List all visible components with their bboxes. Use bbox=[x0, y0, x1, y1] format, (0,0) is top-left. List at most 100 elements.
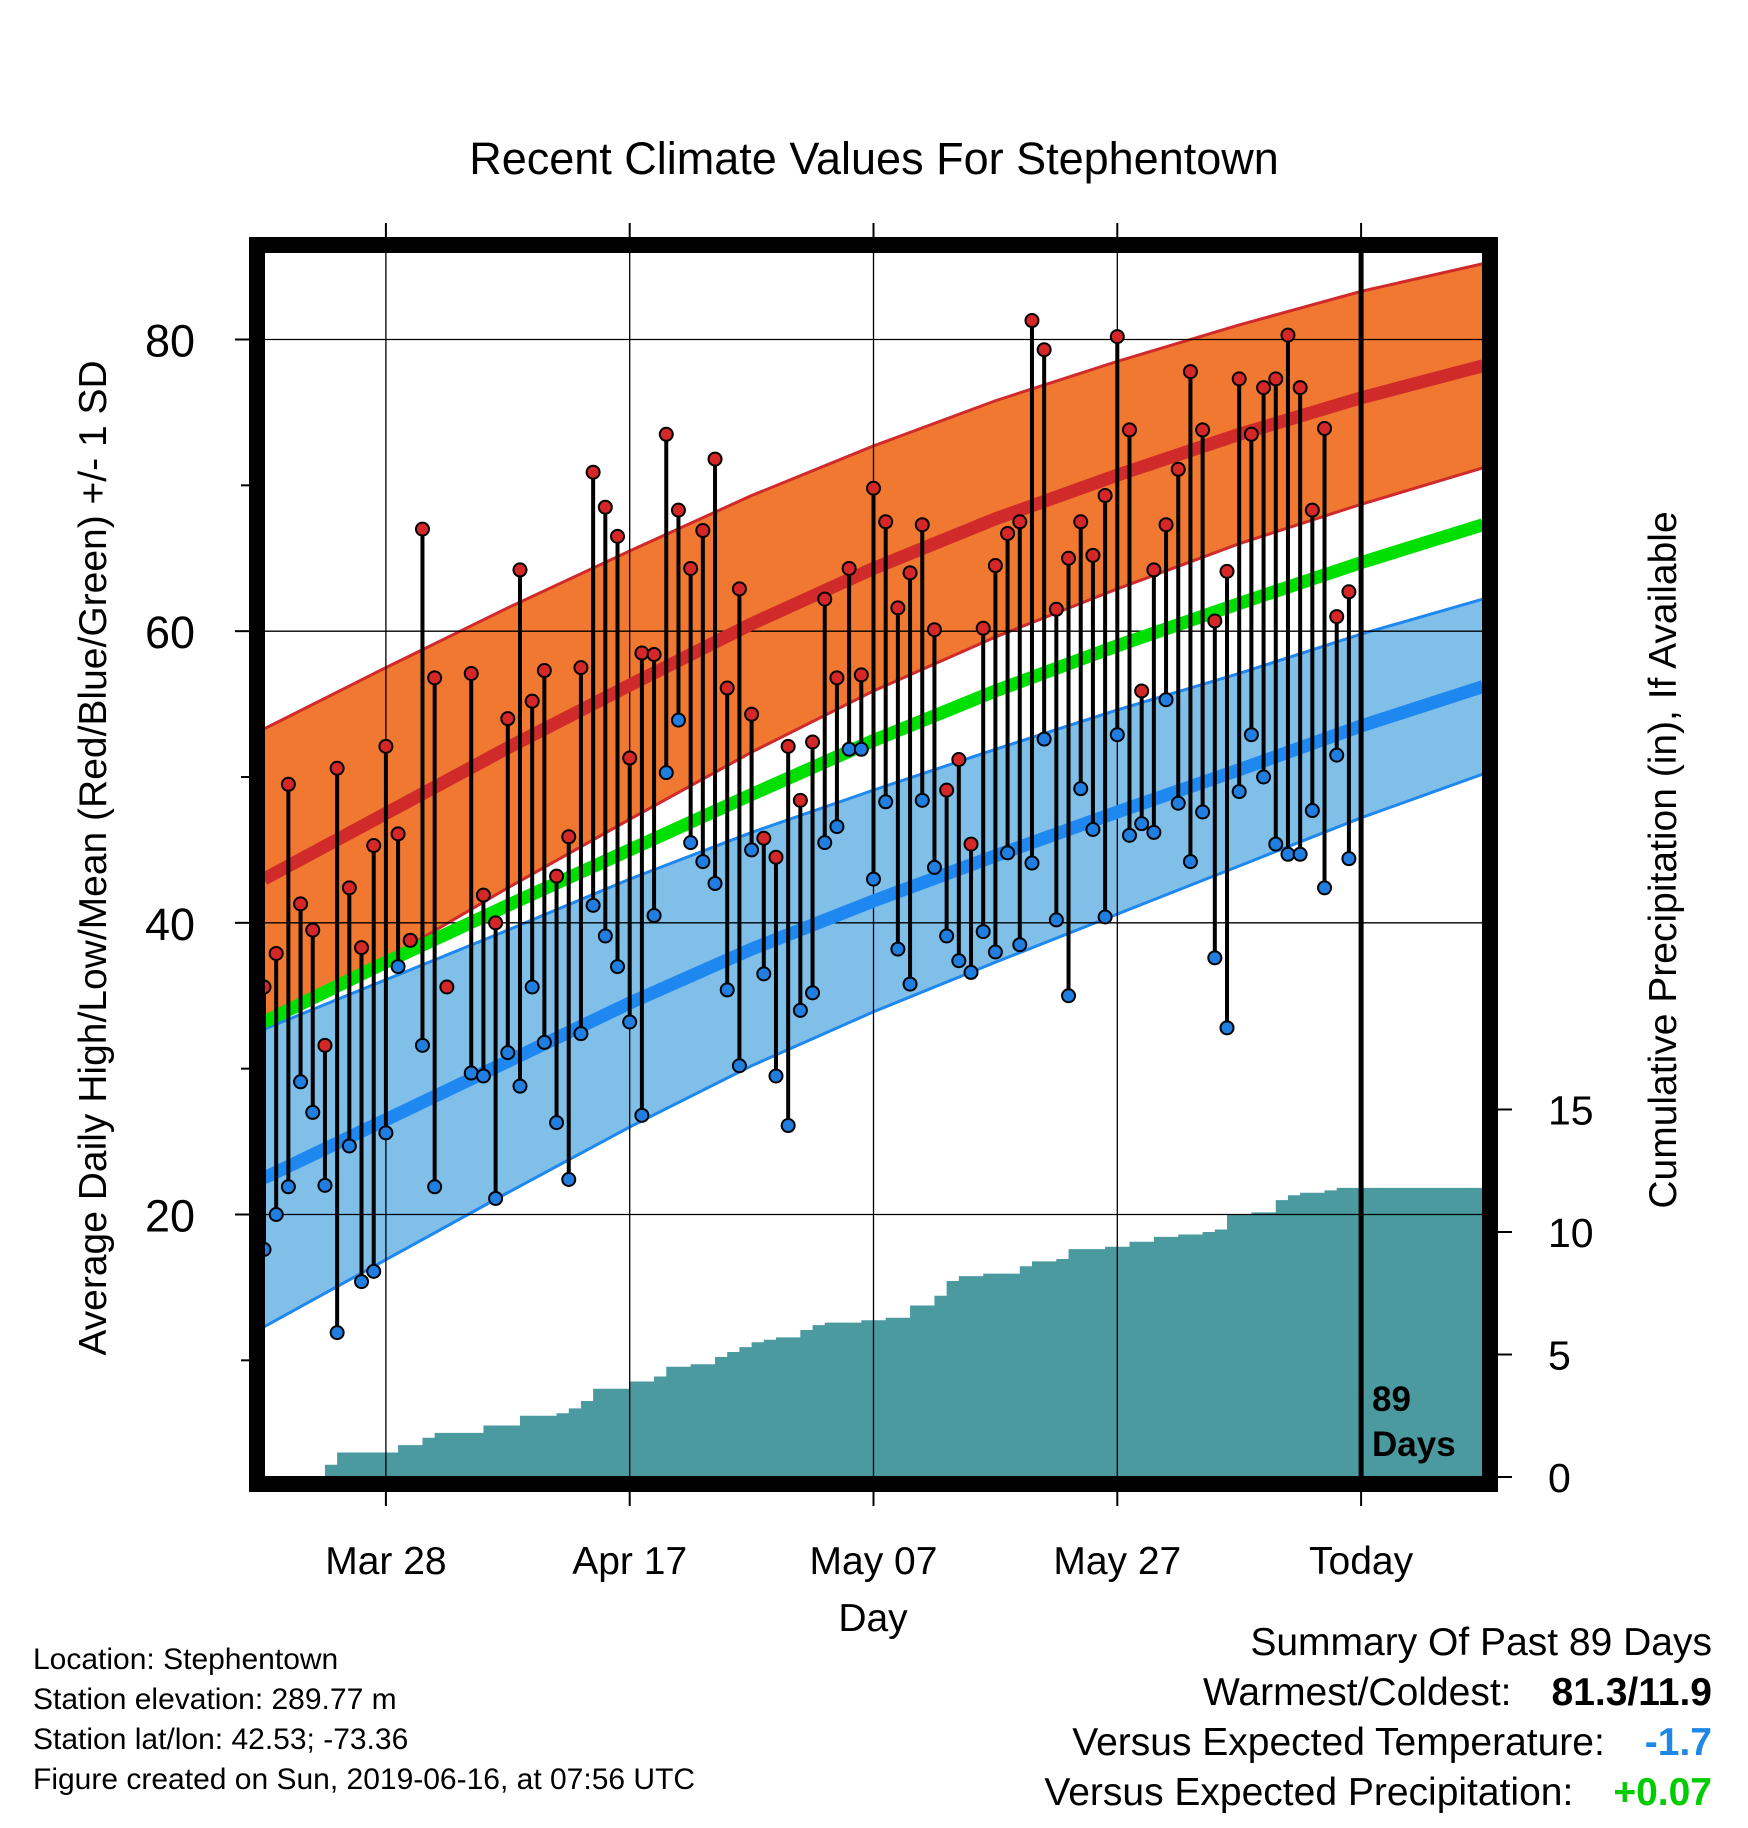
daily-low-point bbox=[695, 854, 711, 870]
daily-high-point bbox=[305, 922, 321, 938]
daily-low-point bbox=[305, 1104, 321, 1120]
daily-high-point bbox=[390, 826, 406, 842]
daily-low-point bbox=[841, 741, 857, 757]
daily-low-point bbox=[951, 953, 967, 969]
daily-low-point bbox=[646, 908, 662, 924]
station-location: Location: Stephentown bbox=[33, 1643, 339, 1676]
daily-high-point bbox=[866, 480, 881, 496]
summary-panel: Summary Of Past 89 Days Warmest/Coldest:… bbox=[1044, 1618, 1712, 1818]
daily-high-point bbox=[1036, 342, 1052, 358]
daily-low-point bbox=[939, 928, 955, 944]
daily-high-point bbox=[1219, 563, 1235, 579]
daily-high-point bbox=[963, 836, 979, 852]
daily-low-point bbox=[866, 871, 881, 887]
daily-low-point bbox=[1207, 950, 1223, 966]
daily-low-point bbox=[366, 1263, 382, 1279]
y-right-tick-label: 0 bbox=[1548, 1455, 1571, 1501]
station-latlon: Station lat/lon: 42.53; -73.36 bbox=[33, 1723, 409, 1756]
daily-high-point bbox=[341, 880, 357, 896]
daily-high-point bbox=[1085, 547, 1101, 563]
daily-low-point bbox=[1134, 816, 1150, 832]
daily-high-point bbox=[817, 591, 833, 607]
daily-high-point bbox=[1158, 517, 1174, 533]
summary-warm-cold-value: 81.3/11.9 bbox=[1551, 1671, 1713, 1714]
daily-low-point bbox=[1243, 727, 1259, 743]
daily-low-point bbox=[378, 1125, 394, 1141]
daily-high-point bbox=[1231, 371, 1247, 387]
daily-low-point bbox=[1158, 692, 1174, 708]
y-left-tick-label: 80 bbox=[145, 316, 195, 367]
daily-low-point bbox=[597, 928, 613, 944]
daily-high-point bbox=[890, 600, 906, 616]
daily-low-point bbox=[475, 1068, 491, 1084]
daily-high-point bbox=[1182, 364, 1198, 380]
daily-high-point bbox=[756, 830, 772, 846]
x-tick-label: Mar 28 bbox=[325, 1540, 446, 1583]
x-tick-label: Apr 17 bbox=[572, 1540, 687, 1583]
daily-high-point bbox=[293, 896, 309, 912]
y-left-tick-label: 60 bbox=[145, 607, 195, 658]
daily-high-point bbox=[597, 499, 613, 515]
daily-low-point bbox=[987, 944, 1003, 960]
daily-low-point bbox=[1073, 781, 1089, 797]
daily-low-point bbox=[622, 1014, 638, 1030]
daily-low-point bbox=[1341, 851, 1357, 867]
daily-high-point bbox=[1341, 584, 1357, 600]
daily-high-point bbox=[853, 667, 869, 683]
daily-low-point bbox=[1097, 909, 1113, 925]
summary-temp-value: -1.7 bbox=[1644, 1721, 1712, 1764]
daily-high-point bbox=[780, 738, 796, 754]
daily-high-point bbox=[914, 517, 930, 533]
daily-high-point bbox=[975, 620, 991, 636]
daily-high-point bbox=[1195, 422, 1211, 438]
daily-high-point bbox=[1207, 613, 1223, 629]
summary-precip-label: Versus Expected Precipitation: bbox=[1044, 1771, 1574, 1814]
y-left-tick-label: 40 bbox=[145, 899, 195, 950]
daily-high-point bbox=[378, 738, 394, 754]
daily-low-point bbox=[975, 924, 991, 940]
y-right-tick-label: 5 bbox=[1548, 1333, 1571, 1379]
daily-low-point bbox=[963, 964, 979, 980]
daily-low-point bbox=[1109, 727, 1125, 743]
daily-low-point bbox=[1292, 846, 1308, 862]
daily-high-point bbox=[561, 829, 577, 845]
daily-high-point bbox=[902, 565, 918, 581]
daily-high-point bbox=[1292, 380, 1308, 396]
daily-low-point bbox=[1000, 845, 1016, 861]
daily-high-point bbox=[951, 752, 967, 767]
y-left-tick-label: 20 bbox=[145, 1191, 195, 1242]
summary-temp-label: Versus Expected Temperature: bbox=[1072, 1721, 1605, 1764]
daily-high-point bbox=[280, 776, 296, 792]
daily-high-point bbox=[1109, 329, 1125, 345]
daily-high-point bbox=[768, 849, 784, 865]
daily-high-point bbox=[1012, 514, 1028, 530]
daily-high-point bbox=[878, 514, 894, 530]
station-elevation: Station elevation: 289.77 m bbox=[33, 1683, 397, 1716]
daily-high-point bbox=[695, 523, 711, 539]
daily-high-point bbox=[329, 760, 345, 776]
daily-low-point bbox=[1280, 846, 1296, 862]
daily-low-point bbox=[1024, 855, 1040, 871]
daily-low-point bbox=[561, 1172, 577, 1187]
daily-low-point bbox=[914, 792, 930, 808]
daily-low-point bbox=[1048, 912, 1064, 928]
daily-high-point bbox=[1121, 422, 1137, 438]
daily-low-point bbox=[658, 765, 674, 781]
daily-high-point bbox=[744, 706, 760, 722]
daily-high-point bbox=[549, 868, 565, 884]
daily-high-point bbox=[1170, 461, 1186, 477]
y-axis-label-left: Average Daily High/Low/Mean (Red/Blue/Gr… bbox=[72, 360, 115, 1355]
cumulative-precipitation-area bbox=[312, 1187, 1483, 1477]
daily-low-point bbox=[549, 1115, 565, 1131]
summary-temp-row: Versus Expected Temperature: -1.7 bbox=[1044, 1718, 1712, 1768]
daily-high-point bbox=[939, 782, 955, 798]
daily-high-point bbox=[622, 750, 638, 766]
daily-high-point bbox=[658, 426, 674, 442]
daily-low-point bbox=[317, 1177, 333, 1193]
daily-low-point bbox=[524, 979, 540, 995]
daily-low-point bbox=[1085, 822, 1101, 837]
daily-high-point bbox=[366, 838, 382, 854]
daily-low-point bbox=[792, 1002, 808, 1018]
daily-high-point bbox=[841, 560, 857, 576]
